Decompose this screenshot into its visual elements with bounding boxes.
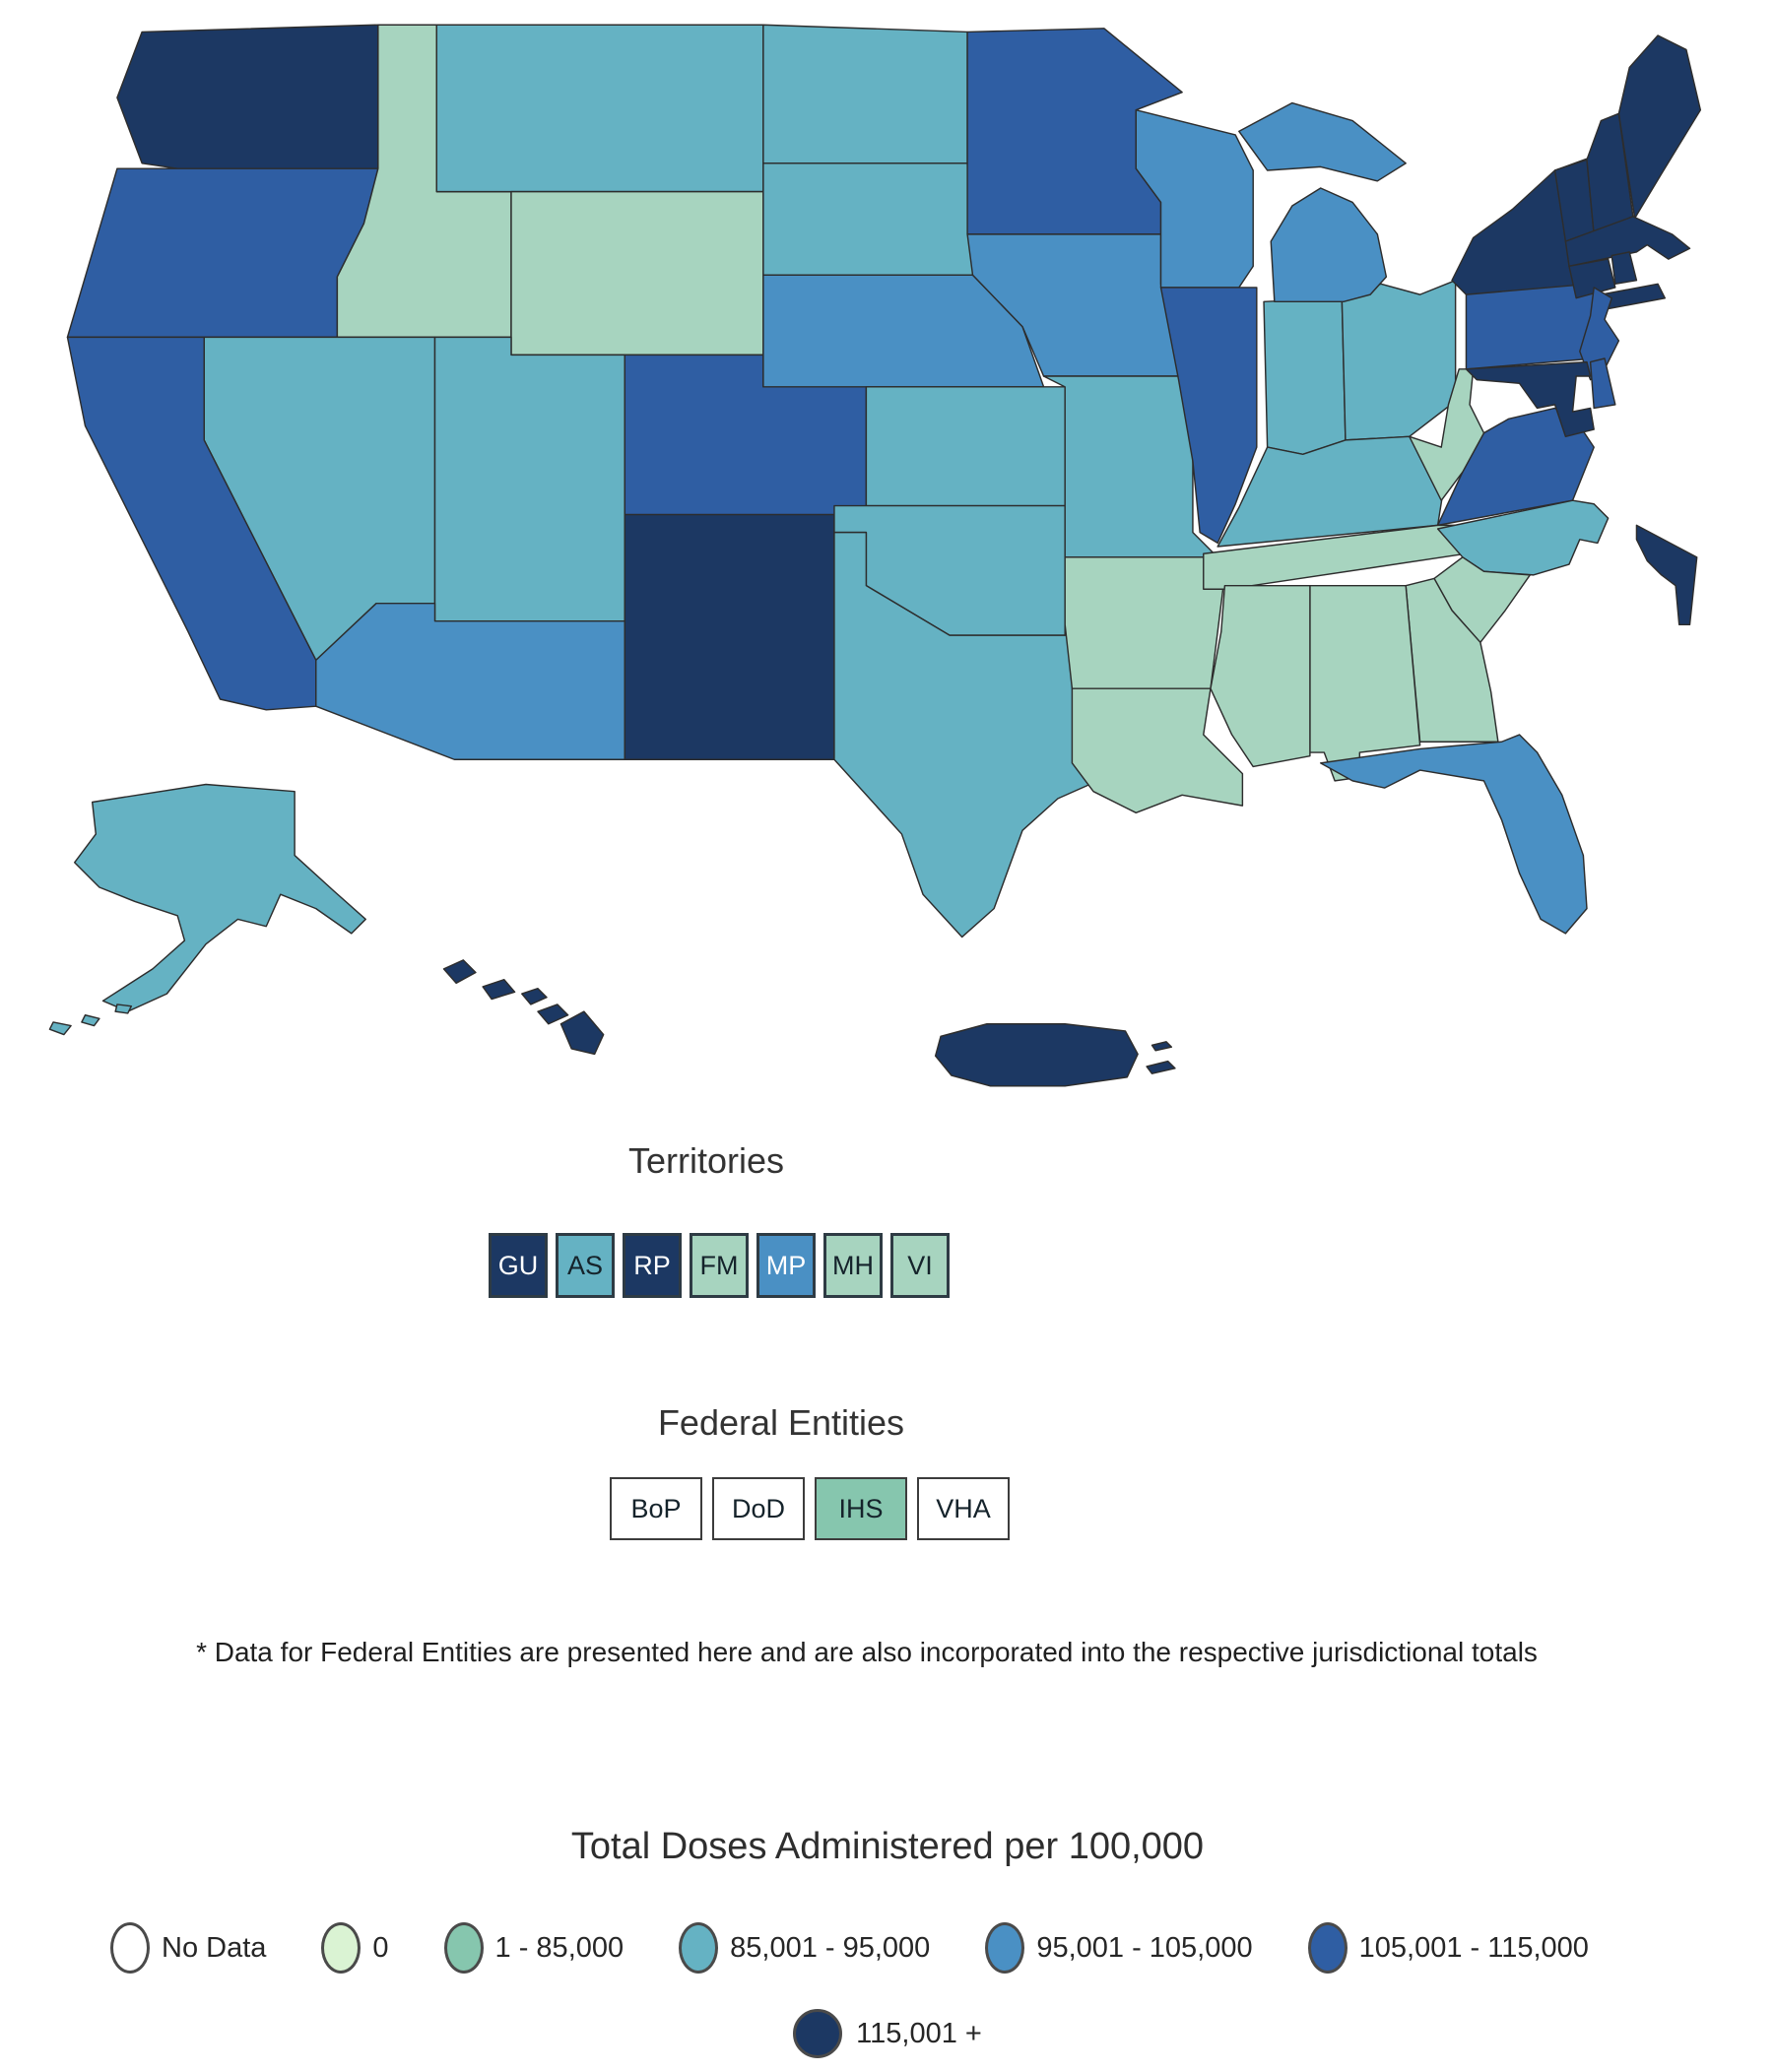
state-HI[interactable] [442, 959, 605, 1056]
legend-label: 85,001 - 95,000 [730, 1931, 931, 1964]
legend-label: 105,001 - 115,000 [1358, 1931, 1589, 1964]
legend-item-1-85000: 1 - 85,000 [443, 1922, 625, 1974]
state-KY[interactable] [1216, 435, 1450, 548]
legend-swatch-85001-95000 [679, 1922, 719, 1974]
legend-swatch-1-85000 [443, 1922, 484, 1974]
territories-title: Territories [627, 1140, 785, 1181]
legend-item-105001-115000: 105,001 - 115,000 [1307, 1922, 1589, 1974]
state-MI-upper[interactable] [1238, 101, 1407, 182]
legend-item-85001-95000: 85,001 - 95,000 [679, 1922, 930, 1974]
state-ND[interactable] [762, 24, 968, 164]
state-FL[interactable] [1319, 734, 1588, 935]
legend-label: 1 - 85,000 [494, 1931, 625, 1964]
legend-label: No Data [162, 1931, 267, 1964]
state-MT[interactable] [435, 24, 764, 193]
legend-swatch-no-data [110, 1922, 150, 1974]
state-MS[interactable] [1210, 584, 1311, 768]
federal-entities-title: Federal Entities [657, 1402, 905, 1443]
state-ME[interactable] [1617, 34, 1702, 220]
legend-swatch-95001-105000 [985, 1922, 1025, 1974]
state-GA[interactable] [1405, 577, 1499, 743]
federal-entities-footnote: * Data for Federal Entities are presente… [196, 1637, 1538, 1667]
state-AR[interactable] [1064, 556, 1226, 689]
state-WV[interactable] [1409, 368, 1485, 501]
state-LA[interactable] [1071, 687, 1244, 814]
federal-box-dod[interactable]: DoD [712, 1477, 805, 1540]
territory-box-mp[interactable]: MP [756, 1233, 816, 1298]
legend-row-2: 115,001 + [0, 2009, 1775, 2058]
federal-entities-row: BoP DoD IHS VHA [610, 1477, 1010, 1540]
state-UT[interactable] [433, 336, 626, 622]
state-WA[interactable] [116, 24, 379, 175]
state-WY[interactable] [510, 190, 764, 356]
territory-box-as[interactable]: AS [556, 1233, 615, 1298]
state-IN[interactable] [1263, 297, 1347, 456]
territory-box-mh[interactable]: MH [823, 1233, 883, 1298]
territory-box-fm[interactable]: FM [690, 1233, 749, 1298]
state-AZ[interactable] [315, 602, 626, 760]
territory-box-gu[interactable]: GU [489, 1233, 548, 1298]
state-RI[interactable] [1611, 251, 1638, 286]
state-OH[interactable] [1341, 279, 1457, 441]
legend-row: No Data 0 1 - 85,000 85,001 - 95,000 95,… [110, 1922, 1589, 1974]
legend-label: 0 [372, 1931, 389, 1964]
territory-PR-islets[interactable] [1146, 1041, 1176, 1074]
state-SD[interactable] [762, 162, 974, 277]
state-AK[interactable] [73, 783, 366, 1012]
federal-box-vha[interactable]: VHA [917, 1477, 1010, 1540]
legend-item-95001-105000: 95,001 - 105,000 [985, 1922, 1253, 1974]
state-NH[interactable] [1586, 112, 1634, 235]
state-DE[interactable] [1589, 357, 1616, 410]
state-CT[interactable] [1568, 258, 1616, 299]
state-IL[interactable] [1159, 287, 1258, 545]
legend-title: Total Doses Administered per 100,000 [570, 1826, 1205, 1867]
territory-box-rp[interactable]: RP [623, 1233, 682, 1298]
state-NM[interactable] [624, 513, 835, 760]
territories-row: GU AS RP FM MP MH VI [489, 1233, 950, 1298]
legend-swatch-115001-plus [793, 2009, 843, 2058]
federal-box-ihs[interactable]: IHS [815, 1477, 907, 1540]
territory-PR[interactable] [934, 1023, 1139, 1087]
state-CA[interactable] [66, 336, 317, 711]
state-TX[interactable] [833, 531, 1091, 939]
legend-label: 115,001 + [856, 2017, 982, 2049]
state-MI-lower[interactable] [1270, 187, 1388, 303]
legend-swatch-105001-115000 [1307, 1922, 1348, 1974]
state-KS[interactable] [865, 386, 1066, 507]
federal-box-bop[interactable]: BoP [610, 1477, 702, 1540]
state-AK-aleutians[interactable] [48, 1004, 133, 1036]
territory-box-vi[interactable]: VI [890, 1233, 950, 1298]
state-DC-callout[interactable] [1635, 524, 1698, 626]
legend-label: 95,001 - 105,000 [1036, 1931, 1253, 1964]
state-MD[interactable] [1465, 360, 1595, 438]
state-OR[interactable] [66, 167, 379, 339]
legend-item-zero: 0 [321, 1922, 389, 1974]
legend-item-no-data: No Data [110, 1922, 266, 1974]
us-choropleth-map [48, 24, 1702, 1087]
state-NE[interactable] [762, 274, 1045, 388]
legend-swatch-zero [321, 1922, 362, 1974]
